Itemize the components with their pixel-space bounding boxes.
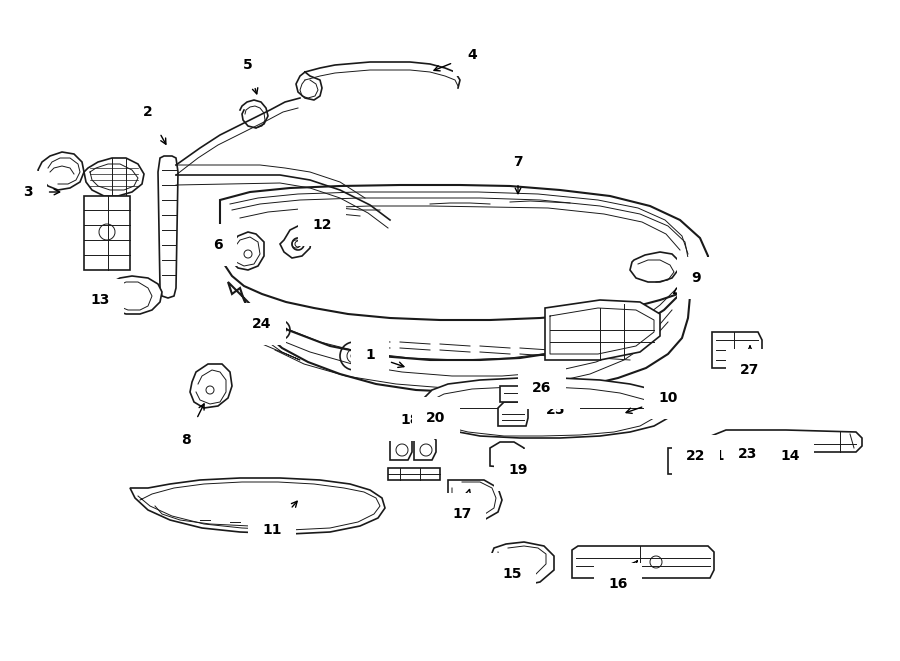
Text: 2: 2: [143, 105, 166, 144]
Text: 22: 22: [686, 444, 706, 463]
Text: 16: 16: [608, 561, 637, 591]
Polygon shape: [420, 378, 672, 438]
Polygon shape: [158, 156, 178, 298]
Text: 14: 14: [780, 446, 800, 463]
Polygon shape: [228, 232, 264, 270]
Polygon shape: [414, 434, 436, 460]
Text: 11: 11: [262, 501, 297, 537]
Text: 12: 12: [310, 218, 332, 239]
Text: 26: 26: [530, 381, 552, 395]
Polygon shape: [572, 546, 714, 578]
Polygon shape: [706, 430, 862, 452]
Text: 1: 1: [365, 348, 404, 368]
Polygon shape: [38, 152, 84, 190]
Polygon shape: [84, 158, 144, 196]
Text: 17: 17: [453, 489, 472, 521]
Text: 9: 9: [673, 271, 701, 293]
Polygon shape: [545, 300, 660, 360]
Text: 25: 25: [542, 403, 566, 417]
Polygon shape: [84, 196, 130, 270]
Polygon shape: [388, 468, 440, 480]
Polygon shape: [220, 185, 708, 320]
Text: 8: 8: [181, 404, 204, 447]
Text: 4: 4: [434, 48, 477, 71]
Polygon shape: [448, 480, 502, 520]
Polygon shape: [696, 446, 718, 472]
Text: 18: 18: [400, 413, 419, 430]
Text: 10: 10: [626, 391, 678, 413]
Polygon shape: [130, 478, 385, 534]
Polygon shape: [720, 440, 754, 470]
Polygon shape: [498, 402, 528, 426]
Text: 6: 6: [213, 238, 230, 260]
Polygon shape: [490, 442, 524, 468]
Polygon shape: [668, 448, 694, 474]
Text: 24: 24: [252, 317, 286, 331]
Text: 21: 21: [706, 444, 725, 463]
Polygon shape: [630, 252, 678, 282]
Text: 5: 5: [243, 58, 257, 94]
Polygon shape: [280, 226, 312, 258]
Polygon shape: [228, 276, 690, 392]
Text: 7: 7: [513, 155, 523, 194]
Polygon shape: [500, 386, 524, 402]
Text: 19: 19: [508, 454, 527, 477]
Text: 23: 23: [738, 446, 758, 461]
Polygon shape: [712, 332, 762, 368]
Text: 20: 20: [427, 411, 446, 428]
Polygon shape: [390, 434, 412, 460]
Text: 3: 3: [23, 185, 59, 199]
Polygon shape: [106, 276, 162, 314]
Text: 15: 15: [502, 557, 527, 581]
Polygon shape: [190, 364, 232, 408]
Polygon shape: [490, 542, 554, 586]
Text: 13: 13: [90, 293, 116, 307]
Text: 27: 27: [741, 346, 760, 377]
